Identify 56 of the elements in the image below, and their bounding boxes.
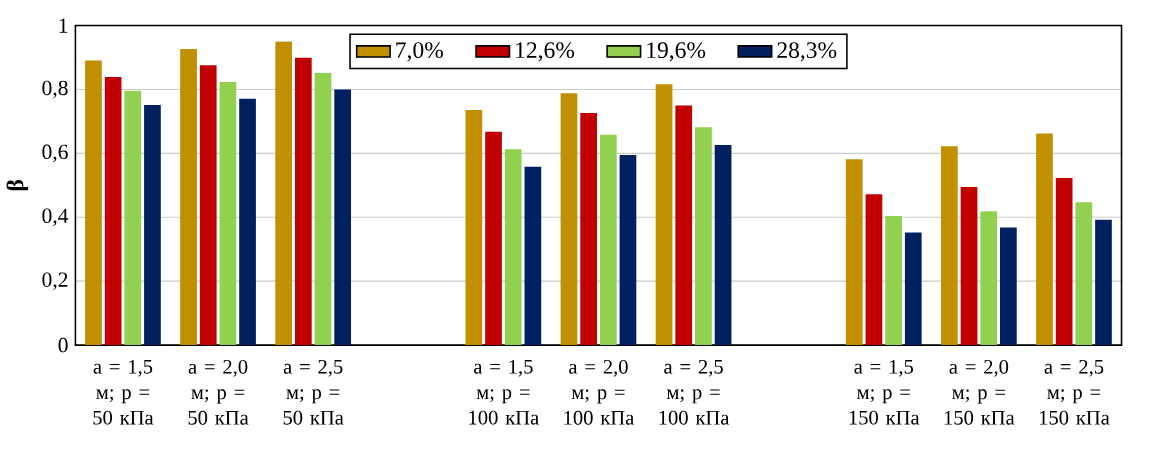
bar bbox=[580, 112, 597, 345]
bar bbox=[695, 127, 712, 345]
bar bbox=[180, 48, 197, 345]
bar bbox=[85, 60, 102, 345]
bar bbox=[1095, 219, 1112, 345]
bar bbox=[655, 84, 673, 345]
x-tick-label: a = 2,5 м; p = 150 кПа bbox=[1039, 359, 1110, 425]
bar bbox=[560, 93, 578, 345]
bar bbox=[904, 232, 922, 345]
legend-label: 12,6% bbox=[516, 42, 575, 62]
y-tick-label: 0 bbox=[58, 337, 68, 353]
bar bbox=[675, 105, 693, 345]
x-tick-label: a = 2,0 м; p = 50 кПа bbox=[188, 359, 249, 425]
bar bbox=[294, 57, 312, 345]
bar bbox=[619, 154, 637, 345]
bar bbox=[104, 76, 122, 345]
bar bbox=[714, 144, 732, 345]
bar bbox=[219, 81, 237, 345]
bar bbox=[885, 215, 902, 345]
bar bbox=[524, 166, 542, 345]
x-tick-label: a = 2,0 м; p = 100 кПа bbox=[564, 359, 635, 425]
bar bbox=[465, 109, 483, 345]
bar bbox=[199, 65, 217, 345]
bar bbox=[1075, 202, 1093, 345]
bar bbox=[941, 146, 958, 345]
bar bbox=[124, 90, 142, 345]
bar bbox=[845, 159, 863, 345]
bar bbox=[314, 72, 332, 345]
bar bbox=[865, 194, 883, 345]
bar bbox=[1000, 227, 1017, 345]
bar bbox=[275, 41, 293, 345]
y-tick-label: 0,4 bbox=[42, 208, 69, 226]
bar bbox=[334, 89, 352, 345]
bar bbox=[239, 98, 256, 345]
x-tick-label: a = 2,0 м; p = 150 кПа bbox=[944, 359, 1015, 425]
bar bbox=[599, 134, 617, 345]
bar bbox=[980, 211, 998, 345]
y-tick-label: 0,8 bbox=[42, 80, 68, 99]
x-tick-label: a = 2,5 м; p = 100 кПа bbox=[659, 359, 730, 425]
legend-label: 19,6% bbox=[647, 42, 706, 62]
y-tick-label: 1 bbox=[59, 18, 68, 33]
x-tick-label: a = 2,5 м; p = 50 кПа bbox=[283, 359, 344, 425]
legend-label: 28,3% bbox=[777, 42, 837, 62]
x-tick-label: a = 1,5 м; p = 100 кПа bbox=[469, 359, 539, 425]
bar bbox=[1036, 133, 1053, 345]
y-tick-label: 0,2 bbox=[42, 272, 68, 290]
x-tick-label: a = 1,5 м; p = 50 кПа bbox=[93, 359, 154, 425]
bar bbox=[960, 186, 978, 345]
bar bbox=[504, 149, 522, 345]
legend-label: 7,0% bbox=[396, 42, 443, 62]
y-axis-title: β bbox=[6, 179, 29, 191]
bar bbox=[1055, 177, 1073, 345]
x-tick-label: a = 1,5 м; p = 150 кПа bbox=[849, 359, 920, 425]
bar bbox=[144, 105, 161, 345]
bar bbox=[485, 131, 502, 345]
y-tick-label: 0,6 bbox=[42, 144, 68, 163]
